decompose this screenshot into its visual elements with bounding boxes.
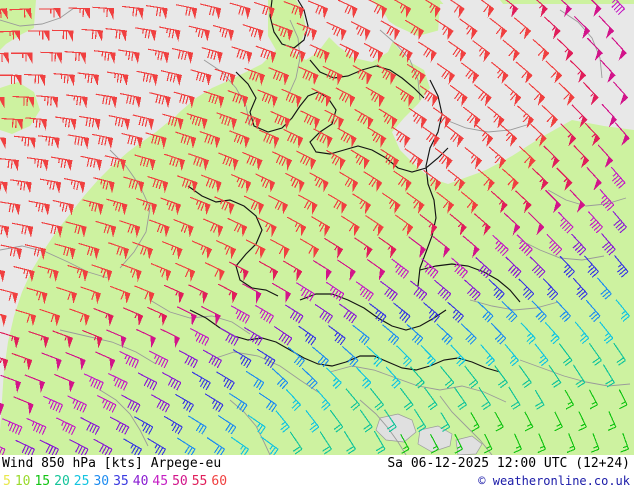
copyright-label: © weatheronline.co.uk <box>478 474 630 488</box>
land-britain-fragment <box>0 0 46 50</box>
legend-tick-60: 60 <box>211 474 228 489</box>
legend-tick-35: 35 <box>113 474 129 489</box>
border-de-at-ch <box>189 309 501 373</box>
legend-tick-30: 30 <box>93 474 110 489</box>
valid-time-label: Sa 06-12-2025 12:00 UTC (12+24) <box>387 456 630 471</box>
legend-tick-5: 5 <box>3 474 11 489</box>
region-border-15 <box>0 7 75 27</box>
legend-tick-40: 40 <box>132 474 149 489</box>
legend-tick-20: 20 <box>54 474 70 489</box>
region-border-9 <box>439 395 493 455</box>
map-footer: Wind 850 hPa [kts] Arpege-eu Sa 06-12-20… <box>0 455 634 490</box>
legend-tick-55: 55 <box>191 474 208 489</box>
map-geography-layer <box>0 0 634 455</box>
legend-tick-50: 50 <box>172 474 188 489</box>
legend-tick-45: 45 <box>152 474 169 489</box>
legend-tick-15: 15 <box>34 474 51 489</box>
weather-map-canvas[interactable] <box>0 0 634 455</box>
wind-speed-legend: 5 10 15 20 25 30 35 40 45 50 55 60 <box>3 474 231 489</box>
land-ireland-fragment <box>0 82 40 134</box>
legend-tick-25: 25 <box>73 474 90 489</box>
legend-tick-10: 10 <box>14 474 31 489</box>
region-border-4 <box>59 329 157 365</box>
map-title: Wind 850 hPa [kts] Arpege-eu <box>2 456 222 471</box>
